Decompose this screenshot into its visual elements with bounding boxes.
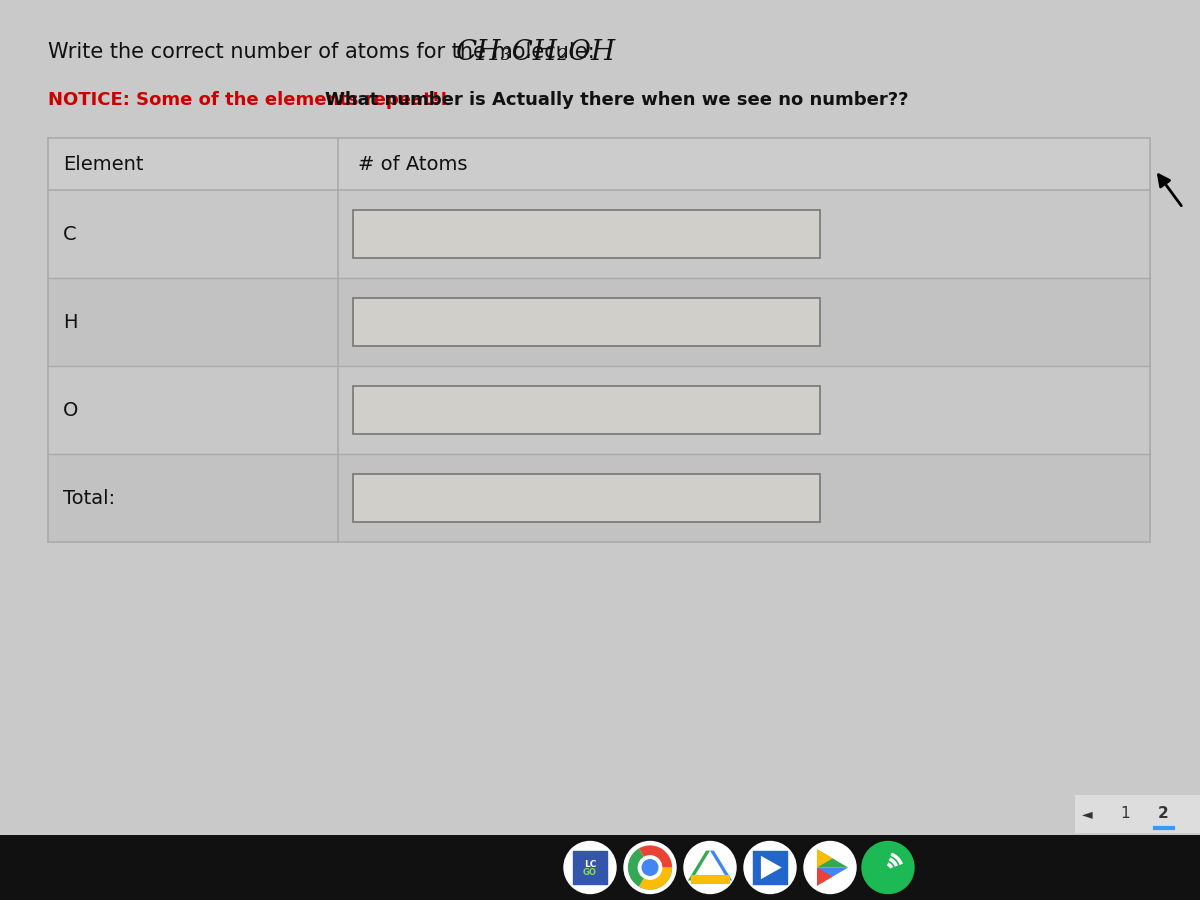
Bar — [48, 366, 1150, 454]
Text: 1: 1 — [1120, 806, 1130, 822]
Text: NOTICE: Some of the elements repeat!!: NOTICE: Some of the elements repeat!! — [48, 91, 454, 109]
Circle shape — [642, 860, 658, 876]
Bar — [48, 278, 1150, 366]
Bar — [353, 210, 820, 258]
Wedge shape — [628, 849, 650, 886]
Bar — [48, 138, 1150, 542]
Text: ◄: ◄ — [1081, 807, 1092, 821]
Polygon shape — [817, 850, 848, 868]
Wedge shape — [638, 868, 672, 889]
Bar — [48, 138, 1150, 190]
Text: CH₃CH₂OH: CH₃CH₂OH — [456, 39, 617, 66]
Circle shape — [564, 842, 616, 894]
Text: What number is Actually there when we see no number??: What number is Actually there when we se… — [325, 91, 908, 109]
Bar — [754, 850, 787, 885]
Text: Write the correct number of atoms for the molecule:: Write the correct number of atoms for th… — [48, 42, 601, 62]
Bar — [48, 190, 1150, 278]
Text: 2: 2 — [1158, 806, 1169, 822]
Text: # of Atoms: # of Atoms — [358, 155, 468, 174]
Text: GO: GO — [583, 868, 596, 877]
Circle shape — [624, 842, 676, 894]
Text: Total:: Total: — [64, 489, 115, 508]
Bar — [1075, 795, 1200, 833]
Polygon shape — [761, 856, 781, 879]
Text: H: H — [64, 312, 78, 331]
Bar — [0, 835, 1200, 900]
Polygon shape — [817, 868, 848, 886]
Bar — [353, 386, 820, 434]
Polygon shape — [817, 850, 833, 868]
Wedge shape — [638, 845, 672, 868]
Circle shape — [744, 842, 796, 894]
Circle shape — [862, 842, 914, 894]
Bar — [353, 474, 820, 522]
Polygon shape — [817, 868, 833, 886]
Text: C: C — [64, 224, 77, 244]
Bar — [690, 876, 730, 885]
Polygon shape — [710, 850, 732, 880]
Circle shape — [804, 842, 856, 894]
Text: O: O — [64, 400, 78, 419]
Circle shape — [638, 856, 661, 879]
Polygon shape — [688, 850, 710, 880]
Bar — [48, 454, 1150, 542]
Wedge shape — [638, 868, 672, 889]
Bar — [353, 298, 820, 346]
Circle shape — [684, 842, 736, 894]
Text: LC: LC — [584, 860, 596, 869]
Bar — [574, 850, 607, 885]
Text: Element: Element — [64, 155, 144, 174]
